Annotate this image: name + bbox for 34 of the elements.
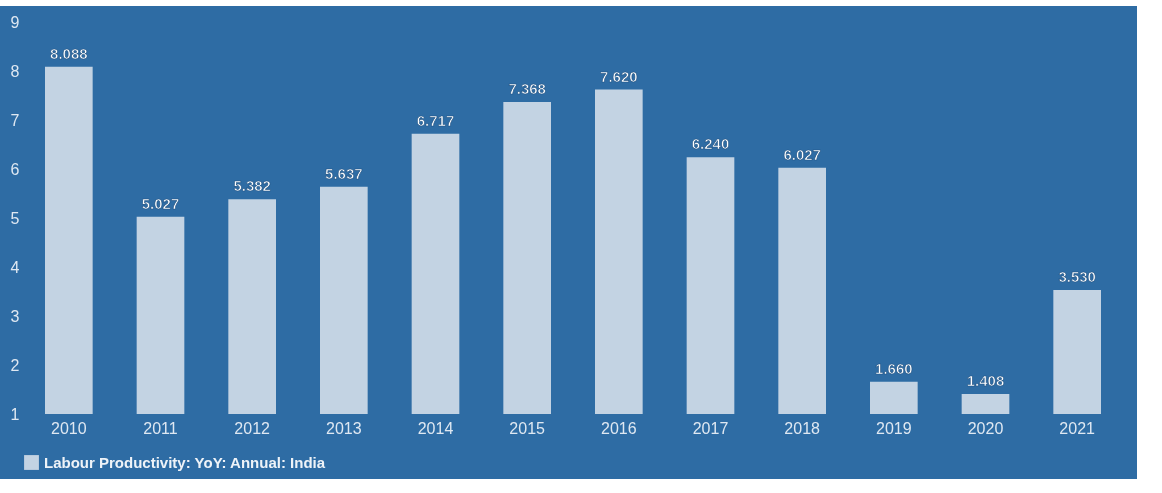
data-label: 5.382 (233, 177, 271, 195)
x-tick-label: 2018 (784, 419, 821, 437)
legend-label: Labour Productivity: YoY: Annual: India (44, 453, 326, 471)
data-label: 3.530 (1058, 268, 1096, 286)
data-label: 6.717 (416, 111, 455, 129)
y-tick-label: 7 (10, 111, 20, 129)
x-tick-label: 2012 (234, 419, 271, 437)
data-label: 5.027 (141, 194, 180, 212)
x-tick-label: 2013 (326, 419, 362, 437)
data-label: 7.620 (600, 67, 638, 85)
y-tick-label: 8 (10, 62, 20, 80)
data-label: 8.088 (50, 44, 88, 62)
data-label: 6.027 (783, 145, 821, 163)
y-tick-label: 6 (10, 160, 20, 178)
x-tick-label: 2011 (143, 419, 178, 437)
data-label: 7.368 (508, 79, 546, 97)
data-label: 6.240 (691, 135, 730, 153)
data-label: 1.660 (875, 359, 913, 377)
y-tick-label: 4 (10, 258, 20, 276)
data-label: 5.637 (325, 164, 363, 182)
y-tick-label: 3 (10, 307, 20, 325)
data-label: 1.408 (966, 372, 1005, 390)
x-tick-label: 2019 (876, 419, 912, 437)
x-tick-label: 2015 (509, 419, 546, 437)
x-tick-label: 2017 (692, 419, 729, 437)
x-tick-label: 2016 (601, 419, 637, 437)
x-tick-label: 2021 (1059, 419, 1096, 437)
x-tick-label: 2020 (967, 419, 1004, 437)
y-tick-label: 2 (10, 356, 20, 374)
y-tick-label: 5 (10, 209, 20, 227)
x-tick-label: 2010 (51, 419, 87, 437)
y-tick-label: 9 (10, 13, 20, 31)
x-tick-label: 2014 (417, 419, 454, 437)
y-tick-label: 1 (10, 405, 20, 423)
